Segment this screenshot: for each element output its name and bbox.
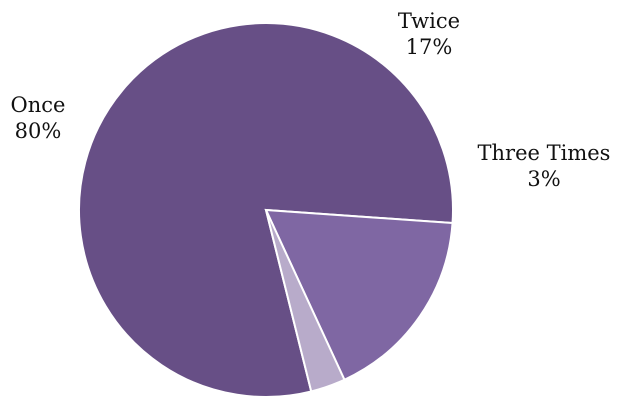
pie-percent-once: 80% (15, 119, 62, 143)
pie-slice-twice (264, 208, 454, 382)
pie-percent-three-times: 3% (527, 167, 560, 191)
pie-slice-three-times (265, 209, 346, 393)
pie-label-twice: Twice (398, 9, 460, 33)
pie-label-three-times: Three Times (478, 141, 611, 165)
pie-slices (77, 22, 454, 398)
pie-label-once: Once (11, 93, 66, 117)
pie-percent-twice: 17% (406, 35, 453, 59)
